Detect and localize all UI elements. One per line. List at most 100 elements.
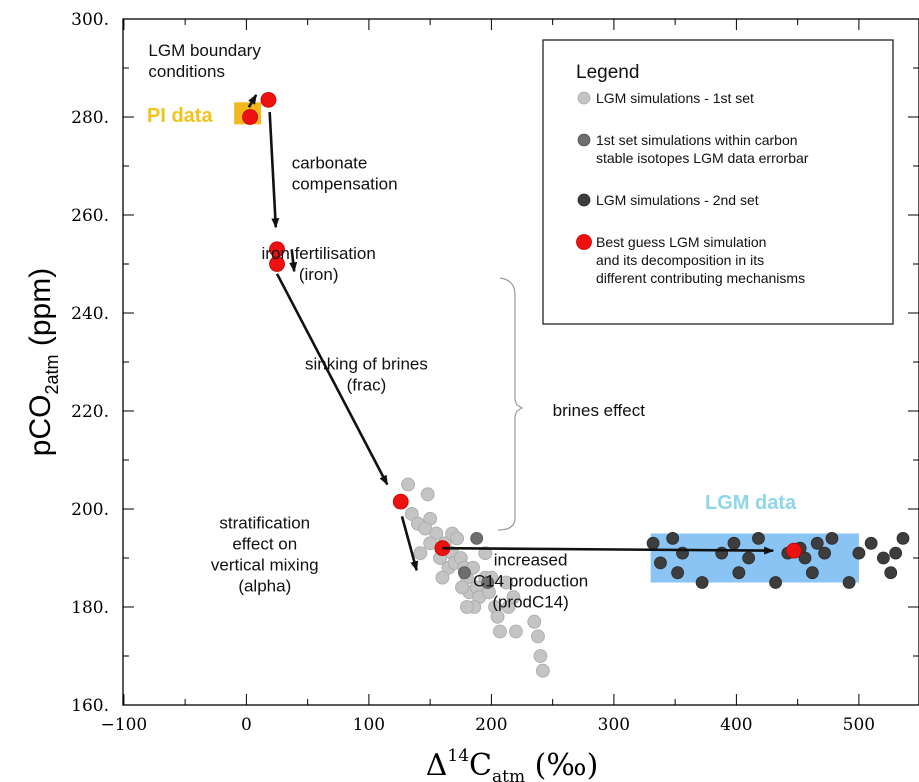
mechanism-arrow (268, 112, 280, 229)
y-tick-label: 160. (71, 696, 109, 716)
annotation-line: compensation (292, 174, 398, 193)
legend-entries: LGM simulations - 1st set 1st set simulat… (576, 90, 809, 286)
annotations: LGM boundary conditions carbonate compensat… (148, 41, 645, 612)
legend-entry-line: 1st set simulations within carbon (596, 132, 798, 148)
point-set2 (769, 576, 782, 589)
legend-entry-line: LGM simulations - 1st set (596, 90, 754, 106)
legend-entry-line: and its decomposition in its (596, 252, 764, 268)
annotation-line: sinking of brines (305, 354, 428, 373)
point-set2 (842, 576, 856, 589)
point-set1 (429, 526, 444, 541)
point-set1 (459, 600, 474, 614)
annotation: brines effect (553, 401, 646, 420)
arrows (247, 94, 775, 572)
x-tick-label: 200 (475, 715, 507, 735)
annotation-line: increased (494, 550, 568, 569)
point-set1 (435, 570, 450, 585)
point-set1 (455, 580, 469, 595)
point-set2 (864, 536, 878, 550)
annotation-line: effect on (232, 535, 297, 554)
y-tick-label: 280. (71, 108, 109, 128)
point-set1 (450, 531, 465, 546)
x-tick-label: 400 (720, 715, 752, 735)
lgm-data-label: LGM data (705, 492, 797, 514)
brines-brace (497, 277, 524, 531)
annotation-line: (iron) (299, 265, 339, 284)
mechanism-arrow (442, 546, 775, 555)
legend-entry-line: Best guess LGM simulation (596, 234, 766, 250)
point-set1 (509, 624, 523, 639)
annotation: iron fertilisation (iron) (262, 244, 376, 284)
x-tick-label: −100 (101, 715, 148, 735)
point-best (242, 109, 258, 125)
point-set2 (884, 566, 898, 580)
legend-marker-set1 (577, 91, 591, 105)
y-tick-label: 220. (71, 402, 109, 422)
point-set1 (490, 609, 505, 624)
point-best (260, 91, 277, 108)
point-set2 (671, 566, 684, 580)
annotation-line: LGM boundary (148, 41, 261, 60)
point-set1 (499, 575, 514, 590)
annotation: stratification effect on vertical mixing (a… (211, 514, 319, 596)
point-set1 (527, 614, 542, 629)
point-set1 (478, 546, 493, 560)
legend-entry-line: LGM simulations - 2nd set (596, 192, 759, 208)
point-set2 (818, 546, 831, 560)
point-set2 (889, 546, 903, 560)
legend-marker-set1-within (577, 133, 591, 147)
legend-box (542, 39, 894, 325)
point-set1-within (481, 576, 495, 589)
axes: −100 0 100 200 300 400 500 160. 180. 200. 220. 240.… (71, 10, 919, 735)
annotation-line: carbonate (292, 153, 368, 172)
y-tick-label: 240. (71, 304, 109, 324)
point-best (392, 493, 409, 510)
annotation: sinking of brines (frac) (305, 354, 428, 394)
y-tick-label: 200. (71, 500, 109, 520)
y-tick-label: 180. (71, 598, 109, 618)
data-points (242, 91, 910, 678)
pi-data-label: PI data (147, 105, 213, 127)
point-set1-within (458, 566, 471, 580)
point-set2 (727, 536, 741, 550)
legend-entry-label: LGM simulations - 1st set (596, 90, 754, 106)
annotation-line: vertical mixing (211, 556, 319, 575)
legend-entry-label: 1st set simulations within carbon stable … (596, 132, 809, 166)
point-set2 (742, 551, 756, 565)
y-axis-label: pCO2atm (ppm) (24, 268, 62, 456)
point-set1 (401, 477, 416, 492)
annotation-line: (prodC14) (492, 592, 569, 611)
annotation: increased C14 production (prodC14) (473, 550, 588, 611)
legend-entry-label: LGM simulations - 2nd set (596, 192, 759, 208)
x-tick-label: 500 (843, 715, 875, 735)
annotation: carbonate compensation (292, 153, 398, 193)
x-tick-label: 100 (353, 715, 385, 735)
point-set2 (646, 536, 660, 550)
point-set1 (420, 487, 435, 502)
point-set2 (810, 536, 824, 550)
annotation-line: conditions (148, 62, 225, 81)
point-set2 (798, 551, 812, 565)
x-axis-label: Δ14Catm (‰) (426, 746, 599, 782)
legend-marker-set2 (577, 193, 591, 207)
point-set2 (732, 566, 746, 580)
point-best (269, 256, 285, 272)
annotation-line: C14 production (473, 571, 588, 590)
mechanism-arrow (275, 273, 389, 486)
legend-entry-line: different contributing mechanisms (596, 270, 805, 286)
point-set1 (493, 624, 507, 639)
point-set1 (506, 590, 521, 605)
point-set2 (825, 532, 839, 545)
legend: Legend LGM simulations - 1st set 1st set … (542, 39, 894, 325)
annotation-line: (frac) (347, 375, 387, 394)
mechanism-arrow (289, 249, 298, 273)
point-set1 (531, 629, 545, 644)
point-best (786, 542, 802, 559)
point-set2 (695, 576, 709, 589)
point-set2 (654, 556, 667, 570)
legend-marker-best (576, 234, 592, 250)
point-set2 (715, 546, 729, 560)
point-set1 (404, 507, 419, 521)
mechanism-arrow (247, 94, 258, 108)
